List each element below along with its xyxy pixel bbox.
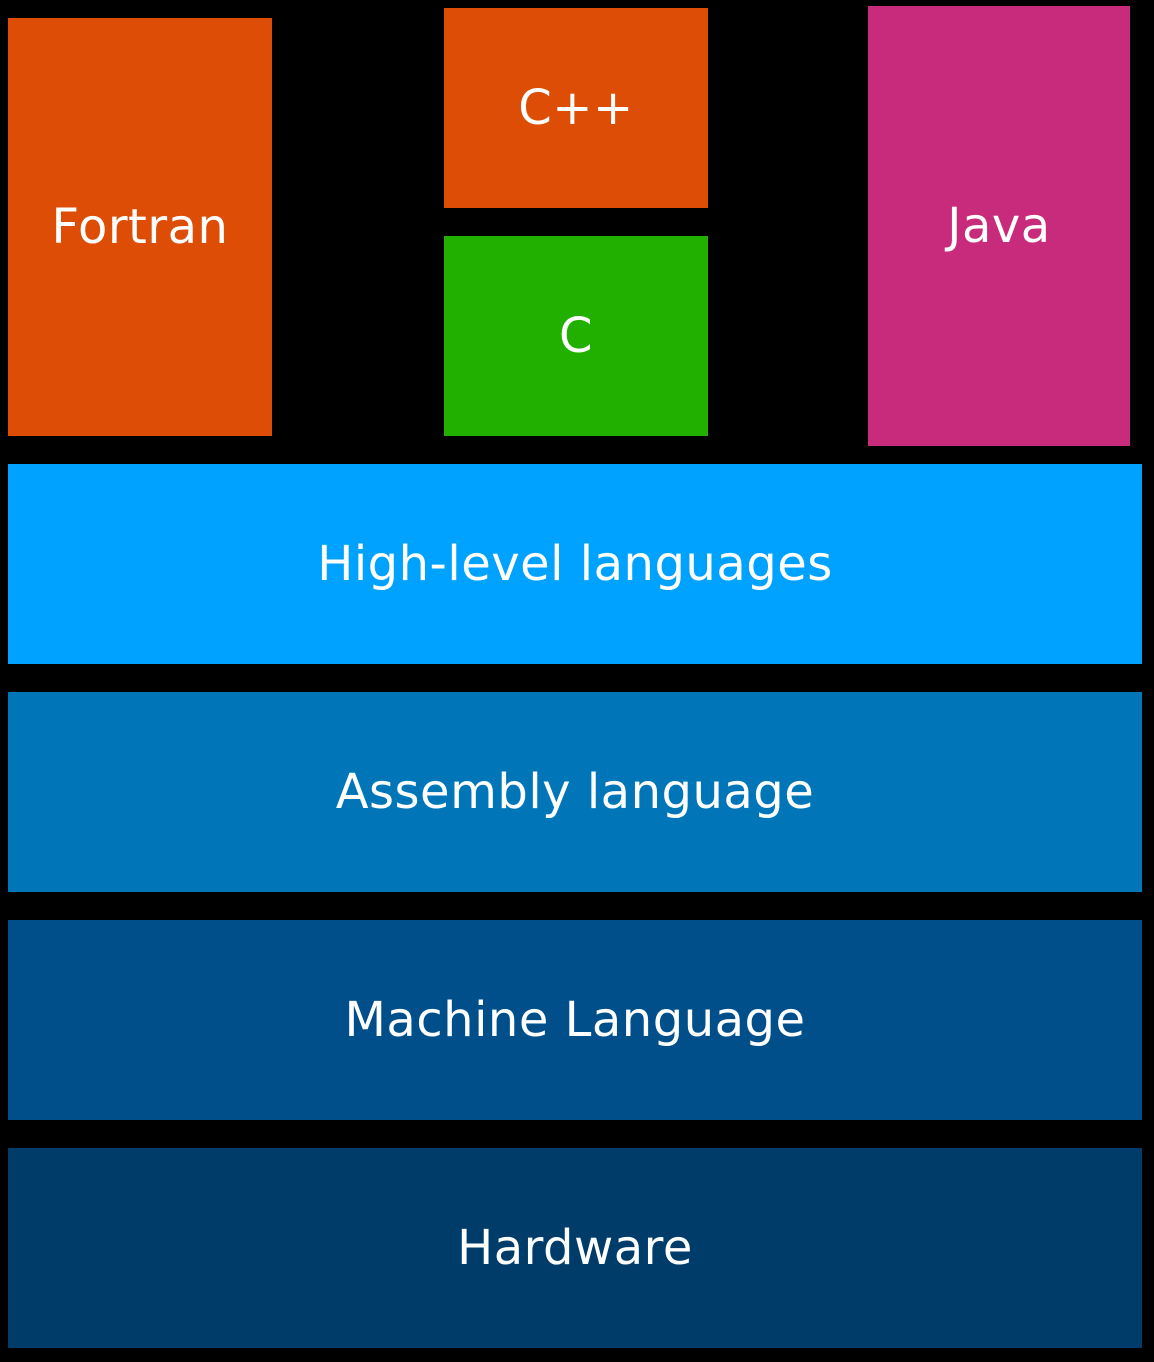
layer-assembly-language: Assembly language — [8, 692, 1142, 892]
label-hardware: Hardware — [457, 1220, 693, 1276]
label-java: Java — [947, 198, 1051, 254]
block-java: Java — [868, 6, 1130, 446]
block-c: C — [444, 236, 708, 436]
block-fortran: Fortran — [8, 18, 272, 436]
layer-machine-language: Machine Language — [8, 920, 1142, 1120]
layer-hardware: Hardware — [8, 1148, 1142, 1348]
block-cpp: C++ — [444, 8, 708, 208]
label-assembly-language: Assembly language — [335, 764, 815, 820]
label-cpp: C++ — [518, 80, 634, 136]
label-fortran: Fortran — [51, 199, 229, 255]
layer-high-level-languages: High-level languages — [8, 464, 1142, 664]
label-c: C — [558, 308, 593, 364]
label-high-level-languages: High-level languages — [317, 536, 833, 592]
label-machine-language: Machine Language — [344, 992, 806, 1048]
